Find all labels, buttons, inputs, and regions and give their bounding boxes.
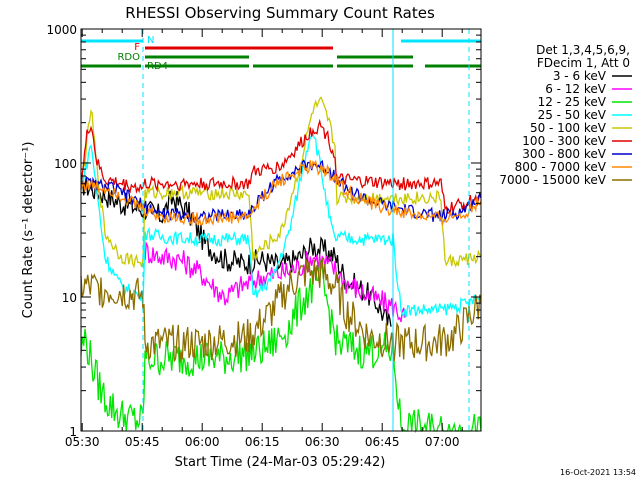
legend-entry-label: 50 - 100 keV [530,121,607,135]
legend-entry-label: 100 - 300 keV [522,134,606,148]
x-axis-label: Start Time (24-Mar-03 05:29:42) [175,455,386,470]
y-tick-label: 100 [54,157,77,171]
series-layer [80,96,482,434]
series-line-5 [80,118,482,215]
x-tick-label: 07:00 [425,435,460,449]
x-tick-label: 06:45 [365,435,400,449]
legend-entry-label: 3 - 6 keV [553,69,607,83]
legend-entry-label: 12 - 25 keV [538,95,607,109]
series-line-8 [80,257,482,363]
series-line-4 [80,96,482,269]
x-tick-label: 05:30 [65,435,100,449]
flag-label-rd4: RD4 [147,61,168,72]
x-tick-label: 06:00 [185,435,220,449]
x-tick-label: 05:45 [125,435,160,449]
series-line-3 [80,133,482,319]
legend-entry-label: 25 - 50 keV [538,108,607,122]
x-tick-label: 06:30 [305,435,340,449]
legend-entry-label: 6 - 12 keV [545,82,607,96]
series-line-2 [80,260,482,434]
flag-label-n: N [147,35,154,46]
axis-ticks: 05:30 05:45 06:00 06:15 06:30 06:45 07:00 1 10 10… [46,23,481,449]
y-tick-label: 1 [69,425,77,439]
series-line-0 [80,173,392,327]
flag-label-rdo: RDO [117,52,140,63]
plot-frame [80,28,482,432]
legend-entry-label: 7000 - 15000 keV [499,173,606,187]
legend-header-line-2: FDecim 1, Att 0 [537,56,630,70]
legend-header-line-1: Det 1,3,4,5,6,9, [536,43,630,57]
flag-label-f: F [134,42,140,53]
y-axis-label: Count Rate (s⁻¹ detector⁻¹) [21,142,36,319]
vertical-markers [142,29,470,431]
legend-entry-label: 800 - 7000 keV [515,160,607,174]
footer-date: 16-Oct-2021 13:54 [560,468,636,477]
series-line-7 [80,159,482,227]
x-tick-label: 06:15 [245,435,280,449]
chart-title: RHESSI Observing Summary Count Rates [125,4,435,22]
legend-entry-label: 300 - 800 keV [522,147,606,161]
y-tick-label: 10 [62,291,77,305]
y-tick-label: 1000 [46,23,77,37]
